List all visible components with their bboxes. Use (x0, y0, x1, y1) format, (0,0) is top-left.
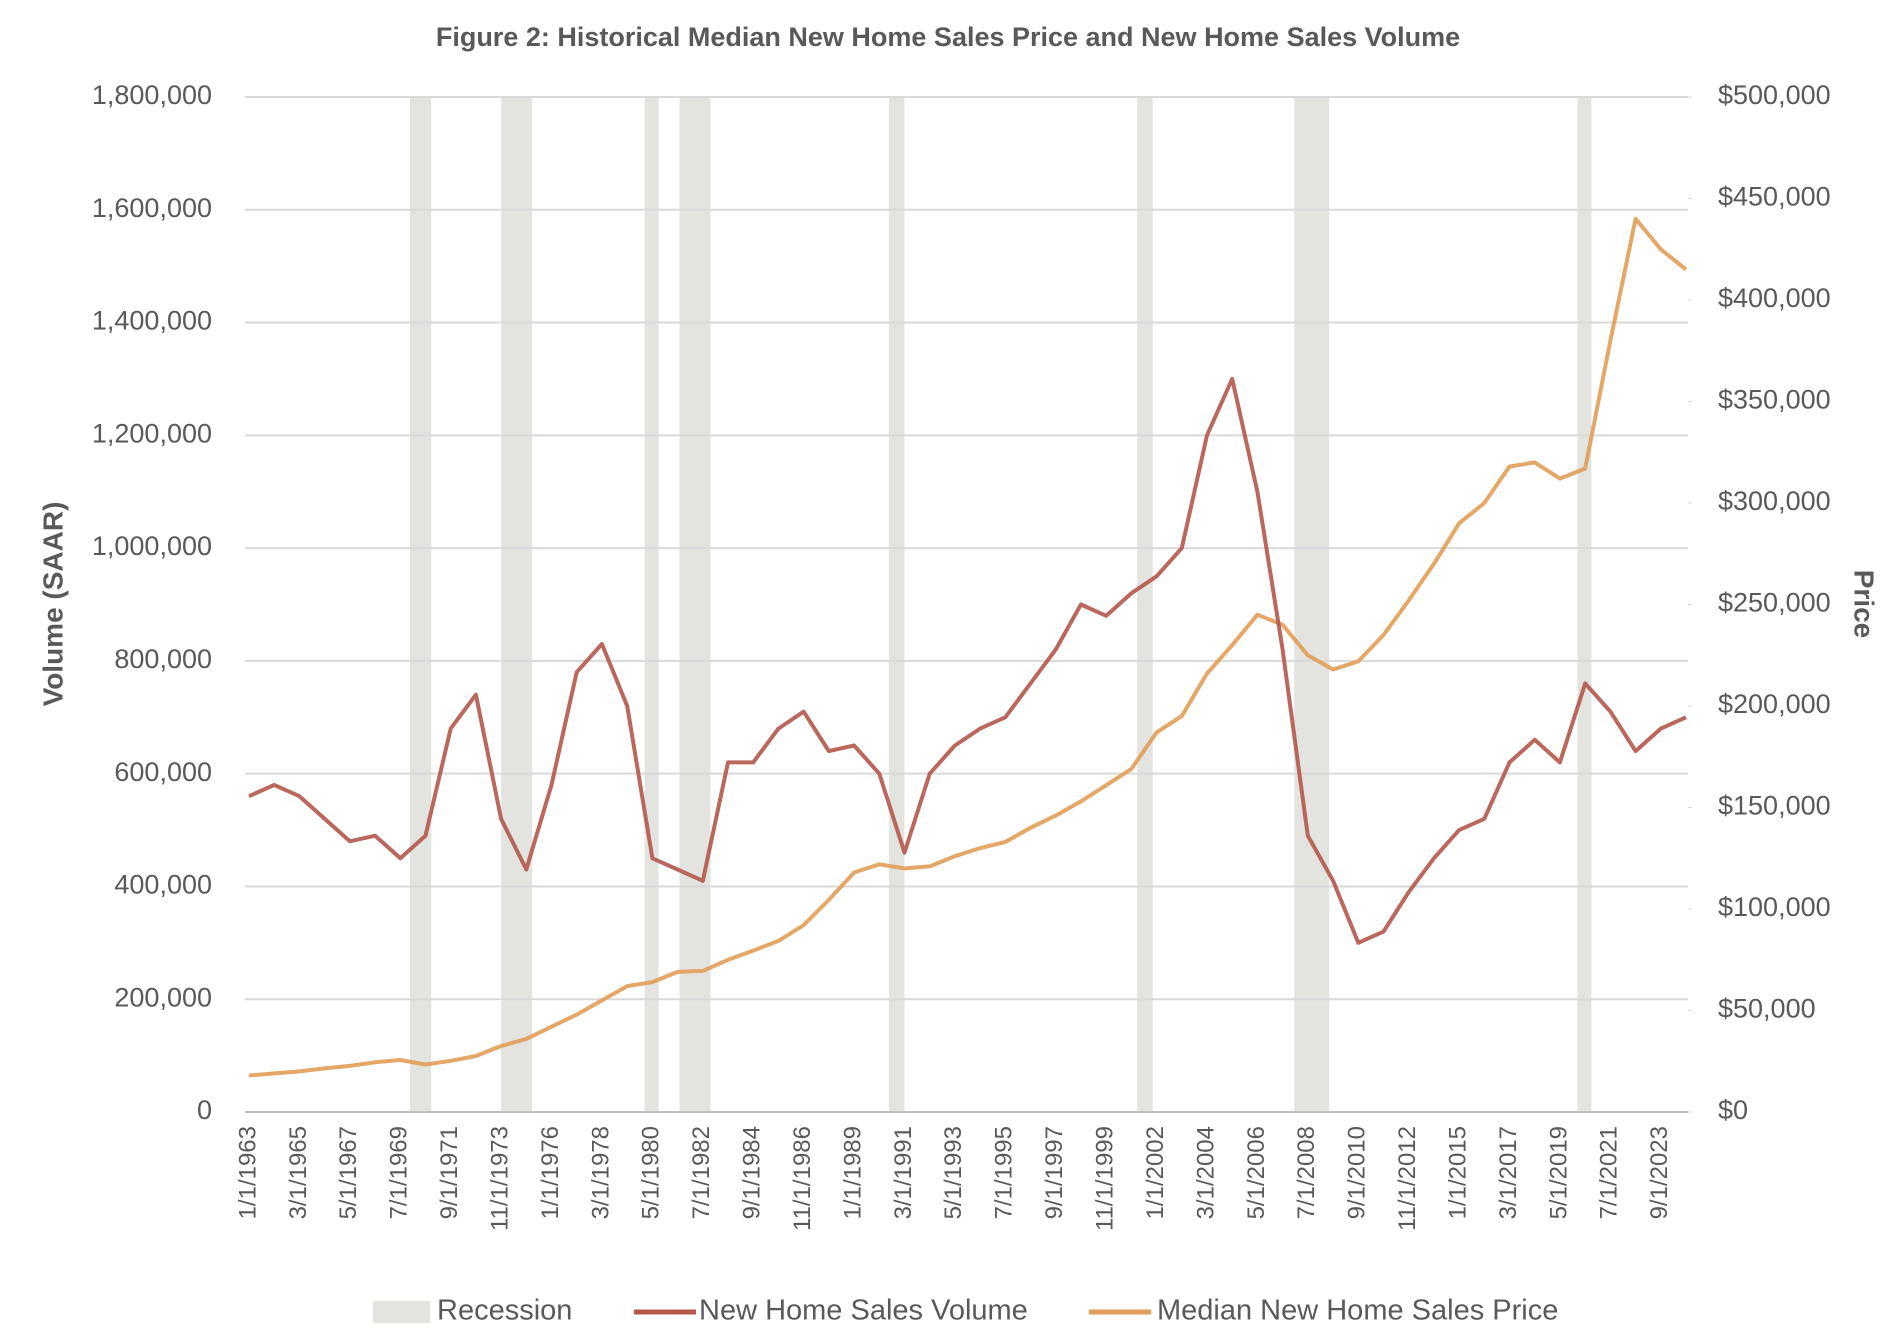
legend-label: Recession (437, 1295, 572, 1327)
x-tick-label: 9/1/1997 (1041, 1126, 1068, 1219)
x-tick-label: 7/1/2021 (1596, 1126, 1623, 1219)
y-tick-label: 600,000 (114, 757, 212, 787)
x-tick-label: 7/1/1982 (688, 1126, 715, 1219)
x-tick-label: 3/1/1965 (285, 1126, 312, 1219)
y2-tick-label: $450,000 (1718, 182, 1831, 212)
y2-tick-label: $500,000 (1718, 80, 1831, 110)
y-tick-label: 1,800,000 (92, 80, 212, 110)
x-tick-label: 11/1/1986 (789, 1126, 816, 1231)
y2-tick-label: $150,000 (1718, 791, 1831, 821)
y-axis-label: Volume (SAAR) (37, 502, 68, 707)
x-tick-label: 11/1/1999 (1092, 1126, 1119, 1231)
legend-swatch (373, 1301, 430, 1323)
x-tick-label: 1/1/1989 (839, 1126, 866, 1219)
x-tick-label: 1/1/1963 (234, 1126, 261, 1219)
x-tick-label: 5/1/1993 (940, 1126, 967, 1219)
y-tick-label: 1,000,000 (92, 531, 212, 561)
y2-tick-label: $350,000 (1718, 385, 1831, 415)
recession-band (888, 97, 905, 1112)
x-tick-label: 7/1/1969 (386, 1126, 413, 1219)
y-tick-label: 200,000 (114, 982, 212, 1012)
y-tick-label: 1,400,000 (92, 306, 212, 336)
x-tick-label: 5/1/2006 (1243, 1126, 1270, 1219)
x-tick-label: 5/1/2019 (1545, 1126, 1572, 1219)
x-tick-label: 3/1/1991 (890, 1126, 917, 1219)
legend-label: Median New Home Sales Price (1157, 1295, 1558, 1327)
y-tick-label: 800,000 (114, 644, 212, 674)
recession-band (679, 97, 711, 1112)
y2-tick-label: $50,000 (1718, 994, 1816, 1024)
x-tick-label: 3/1/2004 (1192, 1126, 1219, 1219)
y-tick-label: 0 (197, 1095, 212, 1125)
recession-band (1137, 97, 1153, 1112)
x-tick-label: 9/1/2023 (1646, 1126, 1673, 1219)
x-tick-label: 1/1/2015 (1444, 1126, 1471, 1219)
y2-axis-label: Price (1849, 570, 1880, 639)
x-tick-label: 1/1/2002 (1142, 1126, 1169, 1219)
y2-tick-label: $250,000 (1718, 588, 1831, 618)
x-tick-label: 5/1/1980 (638, 1126, 665, 1219)
x-tick-label: 9/1/1971 (436, 1126, 463, 1219)
x-tick-label: 9/1/2010 (1344, 1126, 1371, 1219)
y2-tick-label: $300,000 (1718, 486, 1831, 516)
recession-band (644, 97, 659, 1112)
x-tick-label: 3/1/2017 (1495, 1126, 1522, 1219)
recession-band (1294, 97, 1330, 1112)
y2-tick-label: $200,000 (1718, 689, 1831, 719)
series-line (248, 216, 1688, 1078)
x-tick-label: 7/1/1995 (991, 1126, 1018, 1219)
x-tick-label: 9/1/1984 (739, 1126, 766, 1219)
recession-band (1577, 97, 1592, 1112)
y-tick-label: 400,000 (114, 870, 212, 900)
y2-tick-label: $0 (1718, 1095, 1748, 1125)
chart-title: Figure 2: Historical Median New Home Sal… (436, 22, 1460, 52)
y2-tick-label: $100,000 (1718, 892, 1831, 922)
x-tick-label: 11/1/1973 (486, 1126, 513, 1231)
series-line (248, 376, 1687, 945)
recession-band (409, 97, 432, 1112)
x-tick-label: 5/1/1967 (335, 1126, 362, 1219)
recession-band (501, 97, 533, 1112)
legend-label: New Home Sales Volume (699, 1295, 1028, 1327)
x-tick-label: 1/1/1976 (537, 1126, 564, 1219)
x-tick-label: 3/1/1978 (587, 1126, 614, 1219)
y2-tick-label: $400,000 (1718, 283, 1831, 313)
y-tick-label: 1,600,000 (92, 193, 212, 223)
y-tick-label: 1,200,000 (92, 418, 212, 448)
x-tick-label: 11/1/2012 (1394, 1126, 1421, 1231)
x-tick-label: 7/1/2008 (1293, 1126, 1320, 1219)
